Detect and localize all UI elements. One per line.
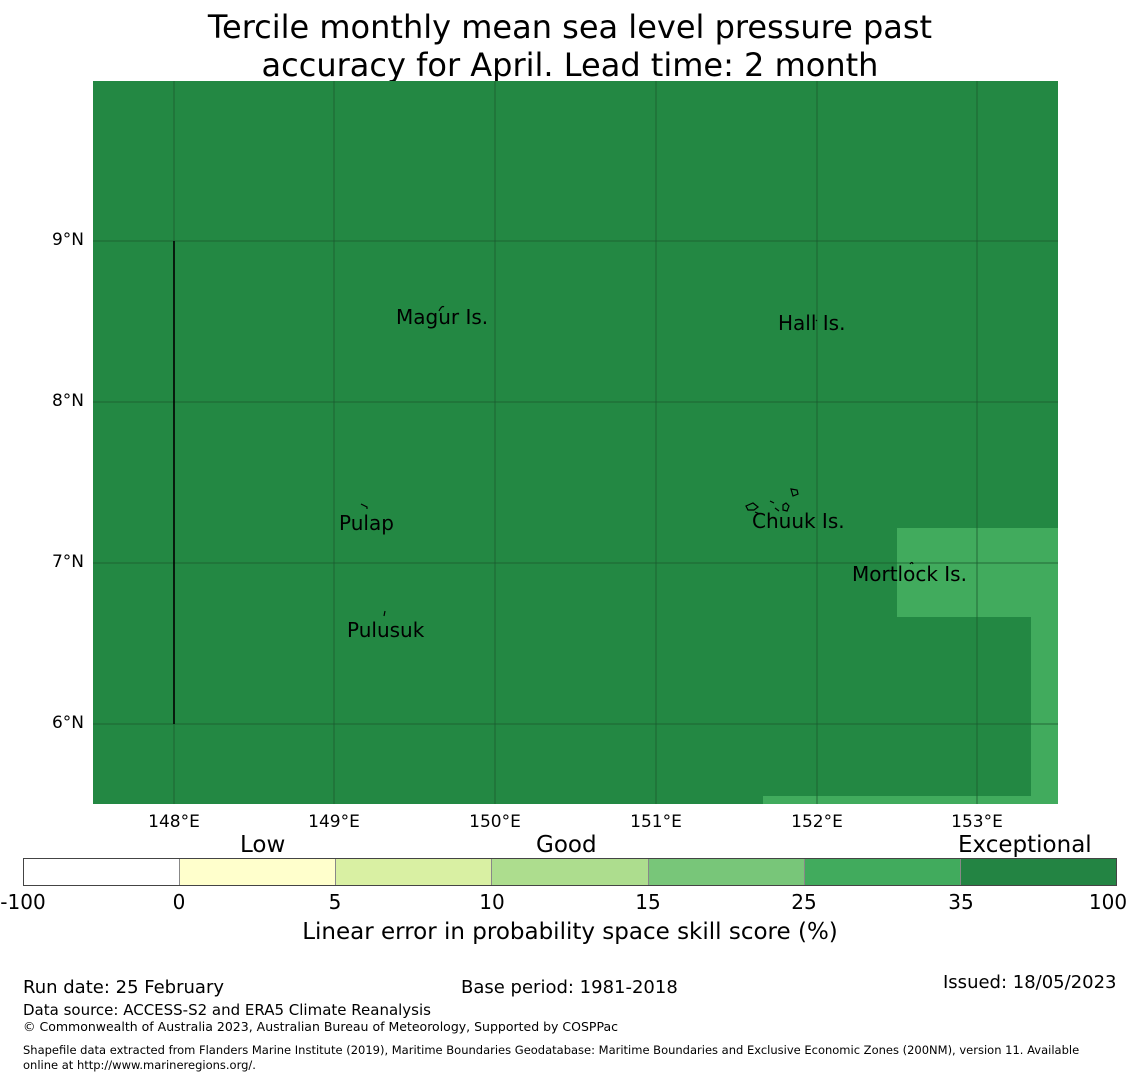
lat-tick-7n: 7°N [51, 552, 84, 572]
colorbar-tick-15: 15 [635, 890, 661, 914]
lon-tick-148e: 148°E [148, 812, 200, 832]
lat-tick-6n: 6°N [51, 713, 84, 733]
skill-field-exceptional [93, 81, 1058, 804]
copyright-notice: © Commonwealth of Australia 2023, Austra… [23, 1019, 618, 1034]
coastlines [173, 241, 914, 724]
good-patch-east-strip [1031, 617, 1058, 804]
colorbar-segment-1 [24, 859, 181, 885]
place-label-pulusuk: Pulusuk [347, 618, 425, 642]
place-label-mortlock: Mortlock Is. [852, 562, 967, 586]
chuuk-lagoon-outline [745, 488, 799, 515]
mortlock-island-outline [909, 561, 914, 565]
chart-title-line-1: Tercile monthly mean sea level pressure … [207, 8, 933, 46]
lat-tick-9n: 9°N [51, 230, 84, 250]
lat-tick-8n: 8°N [51, 391, 84, 411]
lon-tick-152e: 152°E [791, 812, 843, 832]
shapefile-credit-line-2[interactable]: online at http://www.marineregions.org/. [23, 1058, 256, 1072]
chart-title-line-2: accuracy for April. Lead time: 2 month [261, 46, 879, 84]
category-good: Good [536, 832, 597, 858]
good-patch-south [763, 796, 1058, 804]
colorbar-tick-0: 0 [172, 890, 186, 914]
colorbar-segment-6 [804, 859, 961, 885]
map-canvas [93, 81, 1058, 804]
place-label-chuuk: Chuuk Is. [752, 509, 845, 533]
pulusuk-island-outline [383, 610, 386, 617]
colorbar-tick-25: 25 [791, 890, 817, 914]
issued-date: Issued: 18/05/2023 [943, 972, 1117, 993]
place-label-pulap: Pulap [339, 511, 394, 535]
colorbar-segment-5 [648, 859, 805, 885]
place-label-magur: Magur Is. [396, 305, 489, 329]
colorbar-segment-2 [180, 859, 337, 885]
magur-island-outline [438, 305, 445, 312]
colorbar-segment-4 [492, 859, 649, 885]
colorbar-tick-100: 100 [1088, 890, 1128, 914]
colorbar-segment-7 [960, 859, 1116, 885]
colorbar-segment-3 [336, 859, 493, 885]
category-exceptional: Exceptional [958, 832, 1092, 858]
colorbar-tick-10: 10 [479, 890, 505, 914]
pulap-island-outline [360, 503, 368, 509]
shapefile-credit-line-1: Shapefile data extracted from Flanders M… [23, 1043, 1080, 1057]
lon-tick-150e: 150°E [469, 812, 521, 832]
lon-tick-153e: 153°E [951, 812, 1003, 832]
colorbar-tick-minus-100: -100 [0, 890, 46, 914]
colorbar-label: Linear error in probability space skill … [302, 919, 838, 945]
map-panel[interactable] [93, 81, 1058, 804]
hall-island-outline [815, 319, 818, 322]
colorbar-tick-35: 35 [948, 890, 974, 914]
run-date: Run date: 25 February [23, 977, 224, 998]
colorbar-tick-5: 5 [328, 890, 342, 914]
colorbar [23, 858, 1117, 886]
category-low: Low [240, 832, 286, 858]
base-period: Base period: 1981-2018 [461, 977, 678, 998]
place-label-hall: Hall Is. [778, 311, 846, 335]
lon-tick-149e: 149°E [308, 812, 360, 832]
data-source: Data source: ACCESS-S2 and ERA5 Climate … [23, 1001, 431, 1019]
lon-tick-151e: 151°E [630, 812, 682, 832]
